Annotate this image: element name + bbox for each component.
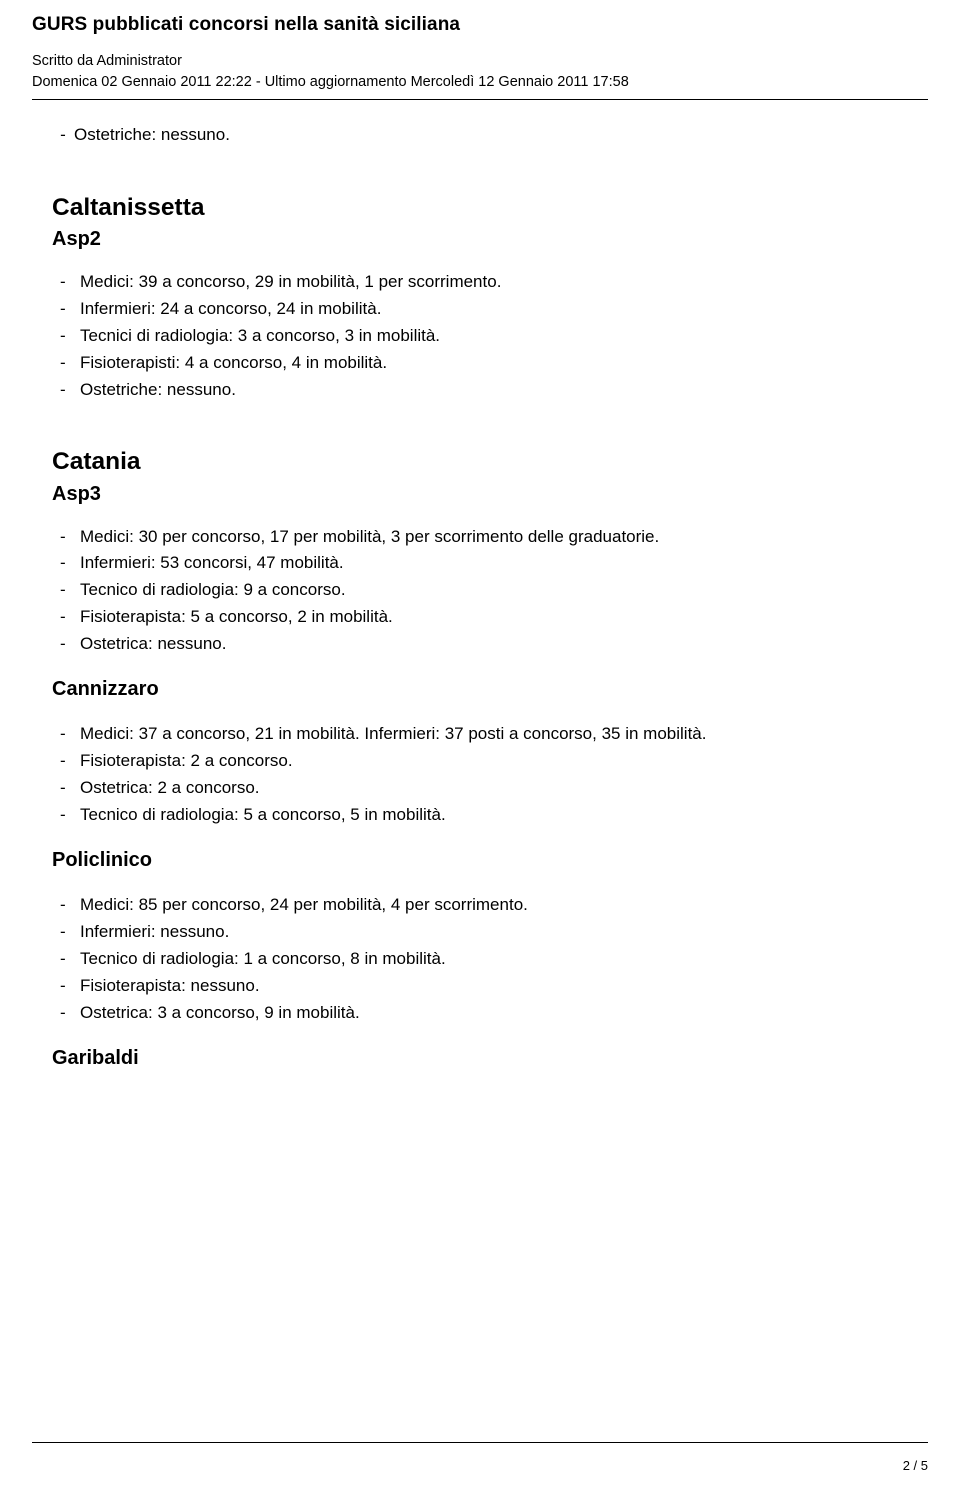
subsection-heading: Policlinico — [52, 847, 908, 874]
meta-block: Scritto da Administrator Domenica 02 Gen… — [32, 52, 928, 93]
list-item-text: Ostetrica: nessuno. — [80, 634, 226, 653]
list-item: Infermieri: 53 concorsi, 47 mobilità. — [52, 552, 908, 575]
subsection-heading: Cannizzaro — [52, 676, 908, 703]
list-item-text: Fisioterapista: 5 a concorso, 2 in mobil… — [80, 607, 393, 626]
item-list: Medici: 39 a concorso, 29 in mobilità, 1… — [52, 271, 908, 402]
list-item-text: Infermieri: nessuno. — [80, 922, 229, 941]
list-item-text: Medici: 30 per concorso, 17 per mobilità… — [80, 527, 659, 546]
list-item-text: Tecnici di radiologia: 3 a concorso, 3 i… — [80, 326, 440, 345]
list-item-text: Medici: 39 a concorso, 29 in mobilità, 1… — [80, 272, 501, 291]
list-item: Fisioterapista: 2 a concorso. — [52, 750, 908, 773]
list-item: Medici: 30 per concorso, 17 per mobilità… — [52, 526, 908, 549]
page: GURS pubblicati concorsi nella sanità si… — [0, 0, 960, 1487]
list-item: Ostetrica: 2 a concorso. — [52, 777, 908, 800]
list-item: Medici: 37 a concorso, 21 in mobilità. I… — [52, 723, 908, 746]
list-item-text: Tecnico di radiologia: 1 a concorso, 8 i… — [80, 949, 446, 968]
item-list: Medici: 30 per concorso, 17 per mobilità… — [52, 526, 908, 657]
city-heading: Catania — [52, 445, 908, 478]
list-item: Tecnici di radiologia: 3 a concorso, 3 i… — [52, 325, 908, 348]
list-item-text: Infermieri: 24 a concorso, 24 in mobilit… — [80, 299, 381, 318]
list-item: Medici: 39 a concorso, 29 in mobilità, 1… — [52, 271, 908, 294]
asp-heading: Asp3 — [52, 481, 908, 508]
list-item: Fisioterapisti: 4 a concorso, 4 in mobil… — [52, 352, 908, 375]
list-item: Fisioterapista: nessuno. — [52, 975, 908, 998]
list-item: Ostetrica: nessuno. — [52, 633, 908, 656]
list-item: Tecnico di radiologia: 9 a concorso. — [52, 579, 908, 602]
leading-list-item: -Ostetriche: nessuno. — [52, 124, 908, 147]
content-body: -Ostetriche: nessuno. Caltanissetta Asp2… — [32, 124, 928, 1072]
list-item-text: Fisioterapisti: 4 a concorso, 4 in mobil… — [80, 353, 387, 372]
list-item: Tecnico di radiologia: 1 a concorso, 8 i… — [52, 948, 908, 971]
list-item-text: Fisioterapista: nessuno. — [80, 976, 260, 995]
bottom-divider — [32, 1442, 928, 1443]
list-item: Ostetriche: nessuno. — [52, 379, 908, 402]
top-divider — [32, 99, 928, 100]
list-item-text: Infermieri: 53 concorsi, 47 mobilità. — [80, 553, 344, 572]
list-item: Infermieri: nessuno. — [52, 921, 908, 944]
dash-icon: - — [52, 124, 74, 147]
list-item-text: Fisioterapista: 2 a concorso. — [80, 751, 293, 770]
list-item-text: Ostetriche: nessuno. — [80, 380, 236, 399]
list-item-text: Tecnico di radiologia: 9 a concorso. — [80, 580, 346, 599]
asp-heading: Asp2 — [52, 226, 908, 253]
author-line: Scritto da Administrator — [32, 52, 928, 72]
leading-line-text: Ostetriche: nessuno. — [74, 125, 230, 144]
list-item: Medici: 85 per concorso, 24 per mobilità… — [52, 894, 908, 917]
list-item-text: Medici: 85 per concorso, 24 per mobilità… — [80, 895, 528, 914]
date-line: Domenica 02 Gennaio 2011 22:22 - Ultimo … — [32, 73, 928, 93]
page-title: GURS pubblicati concorsi nella sanità si… — [32, 12, 928, 38]
page-number: 2 / 5 — [903, 1457, 928, 1475]
list-item: Ostetrica: 3 a concorso, 9 in mobilità. — [52, 1002, 908, 1025]
item-list: Medici: 37 a concorso, 21 in mobilità. I… — [52, 723, 908, 827]
list-item-text: Ostetrica: 2 a concorso. — [80, 778, 260, 797]
list-item-text: Medici: 37 a concorso, 21 in mobilità. I… — [80, 724, 706, 743]
list-item: Fisioterapista: 5 a concorso, 2 in mobil… — [52, 606, 908, 629]
city-heading: Caltanissetta — [52, 191, 908, 224]
list-item-text: Ostetrica: 3 a concorso, 9 in mobilità. — [80, 1003, 360, 1022]
list-item: Tecnico di radiologia: 5 a concorso, 5 i… — [52, 804, 908, 827]
list-item: Infermieri: 24 a concorso, 24 in mobilit… — [52, 298, 908, 321]
item-list: Medici: 85 per concorso, 24 per mobilità… — [52, 894, 908, 1025]
subsection-heading: Garibaldi — [52, 1045, 908, 1072]
list-item-text: Tecnico di radiologia: 5 a concorso, 5 i… — [80, 805, 446, 824]
